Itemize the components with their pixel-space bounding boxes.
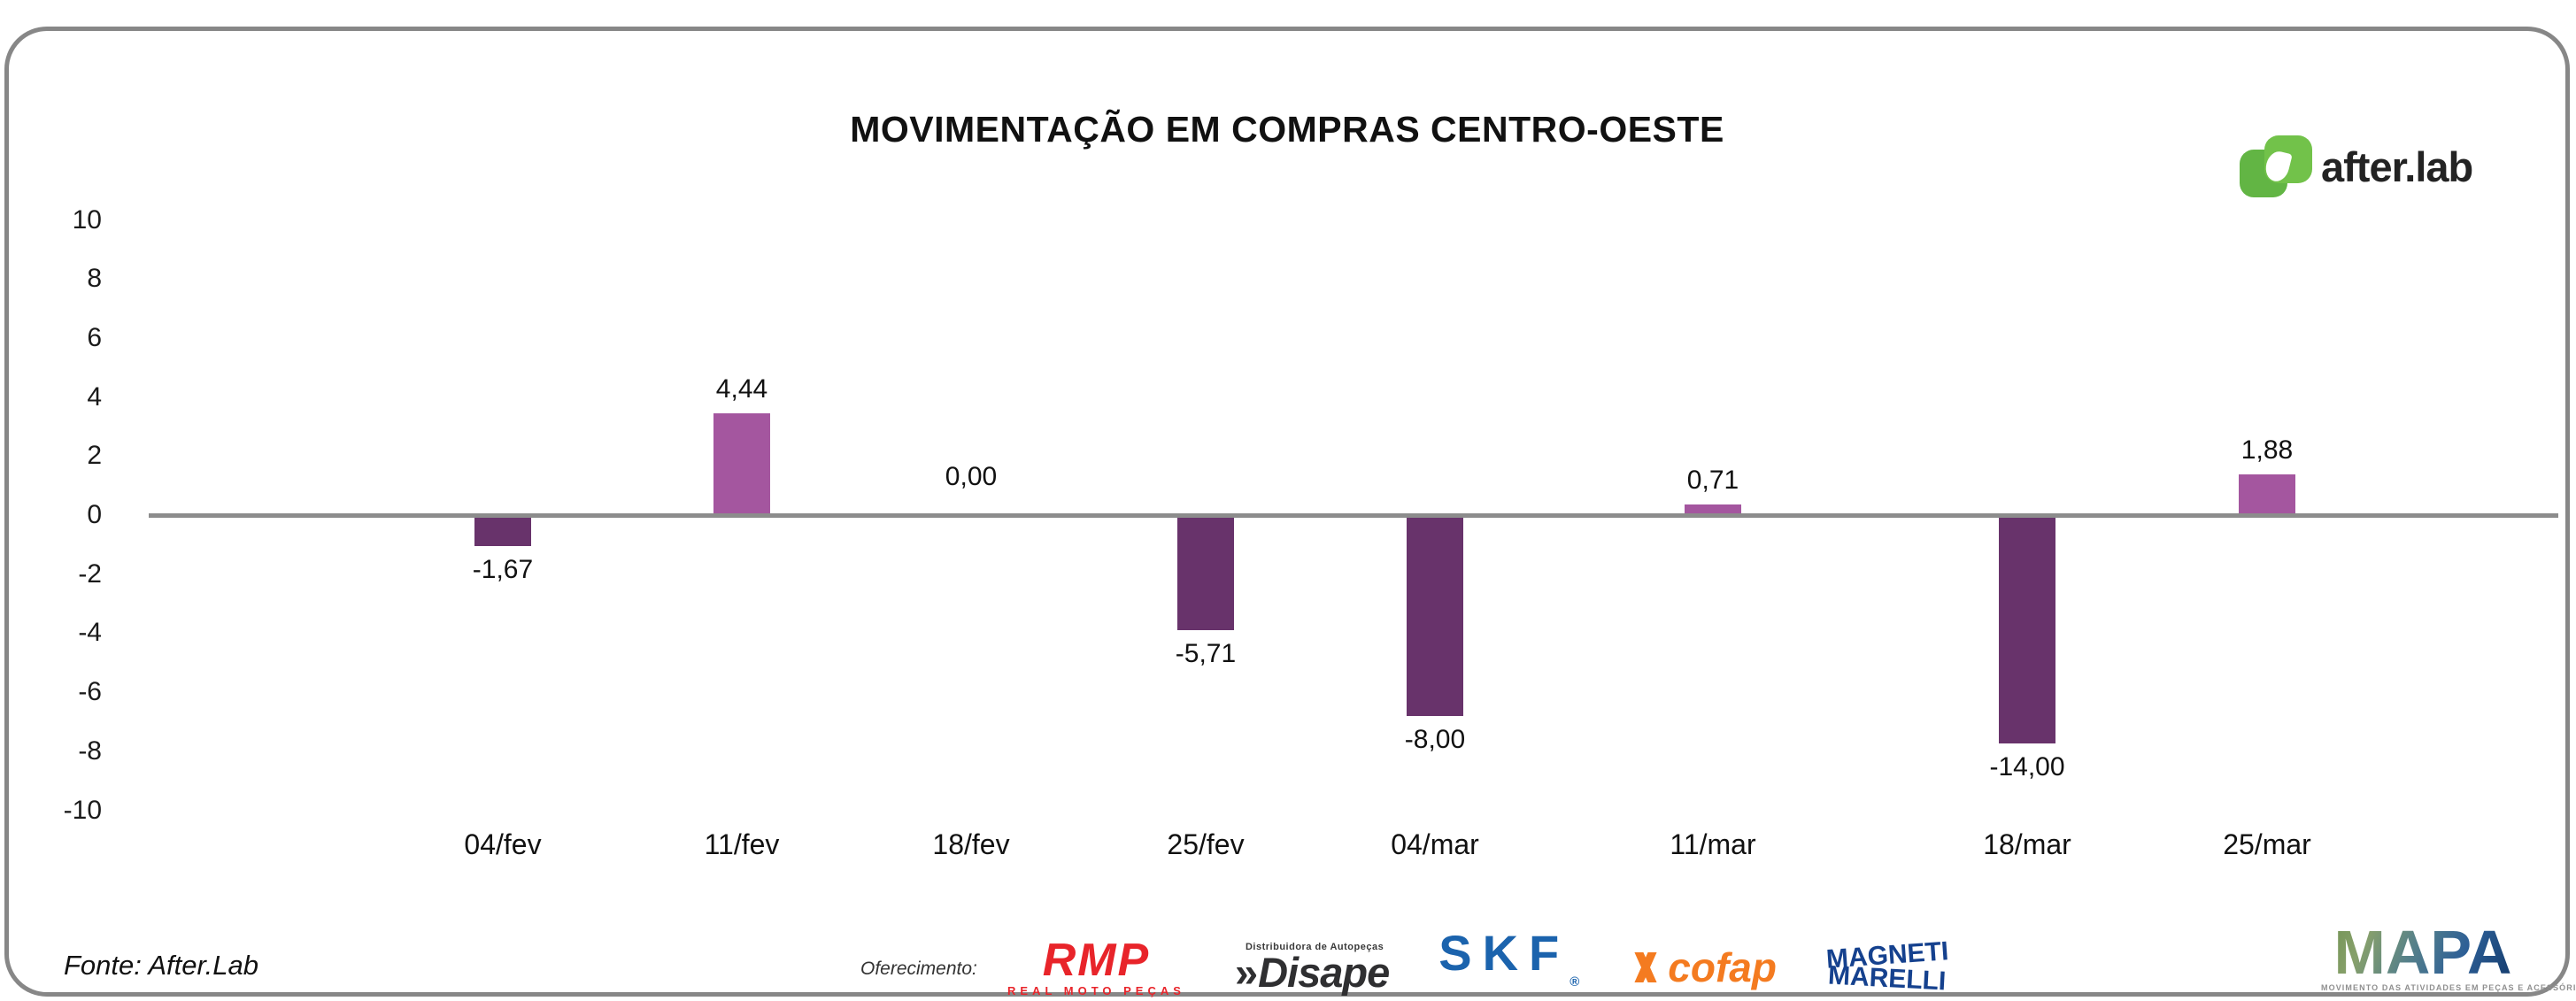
skf-wordmark: SKF® [1438,924,1580,989]
bar-value-label: 4,44 [715,373,768,404]
magneti-line2: MARELLI [1827,960,1947,997]
bar [474,518,531,546]
category-label: 04/mar [1391,828,1479,860]
disape-subtext: Distribuidora de Autopeças [1245,942,1384,952]
y-axis-tick-label: -8 [78,735,102,766]
mapa-tagline: MOVIMENTO DAS ATIVIDADES EM PEÇAS E ACES… [2321,983,2576,992]
y-axis-tick-label: -10 [63,795,102,825]
cofap-wordmark: cofap [1668,944,1777,990]
rmp-wordmark: RMP [1042,934,1151,986]
y-axis-tick-label: 10 [72,204,102,235]
rmp-logo: RMP REAL MOTO PEÇAS [1007,934,1185,997]
axis-zero-line [149,512,2558,518]
bar-value-label: -8,00 [1404,724,1466,754]
source-note: Fonte: After.Lab [64,950,258,981]
afterlab-wordmark: after.lab [2321,143,2473,190]
bar-value-label: -5,71 [1175,639,1237,669]
mapa-wordmark: MAPA [2321,921,2525,983]
bar-value-label: -14,00 [1989,752,2065,782]
page-title: MOVIMENTAÇÃO EM COMPRAS CENTRO-OESTE [850,109,1724,150]
mapa-logo: MAPA MOVIMENTO DAS ATIVIDADES EM PEÇAS E… [2321,921,2576,992]
sponsor-logos-row: RMP REAL MOTO PEÇAS Distribuidora de Aut… [1007,923,1949,1001]
y-axis-tick-label: 6 [87,322,102,352]
category-label: 25/fev [1167,828,1245,860]
category-label: 04/fev [464,828,542,860]
y-axis-tick-label: -4 [78,618,102,648]
bar-value-label: -1,67 [472,554,534,584]
chart-card: MOVIMENTAÇÃO EM COMPRAS CENTRO-OESTE aft… [4,27,2576,997]
y-axis-tick-label: -6 [78,677,102,707]
y-axis-tick-label: 0 [87,500,102,529]
bar [1177,518,1234,631]
bar [1685,504,1741,513]
y-axis-tick-label: 2 [87,441,102,471]
skf-logo: SKF® [1438,924,1580,1001]
bar-value-label: 0,00 [945,462,998,491]
disape-wordmark: »Disape [1234,949,1390,996]
y-axis-tick-label: 8 [87,264,102,294]
bar [2239,474,2295,513]
bar [713,412,770,513]
category-label: 11/fev [704,828,780,860]
category-label: 25/mar [2223,828,2311,860]
category-label: 18/fev [932,828,1010,860]
category-label: 11/mar [1670,828,1756,860]
cofap-x-icon [1629,952,1661,982]
cofap-logo: cofap [1629,944,1777,990]
rmp-subtext: REAL MOTO PEÇAS [1007,983,1185,997]
registered-mark-icon: ® [1570,974,1580,989]
bar-value-label: 1,88 [2241,435,2294,465]
bar [1407,518,1463,716]
disape-logo: Distribuidora de Autopeças »Disape [1234,942,1390,996]
bar [1999,518,2055,744]
disape-chevrons-icon: » [1234,949,1259,996]
magneti-marelli-logo: MAGNETI MARELLI [1825,936,1949,996]
y-axis-tick-label: 4 [87,381,102,412]
category-label: 18/mar [1983,828,2071,860]
y-axis-tick-label: -2 [78,558,102,589]
sponsor-label: Oferecimento: [860,959,977,979]
bar-value-label: 0,71 [1686,466,1739,496]
afterlab-logo: after.lab [2240,135,2505,215]
